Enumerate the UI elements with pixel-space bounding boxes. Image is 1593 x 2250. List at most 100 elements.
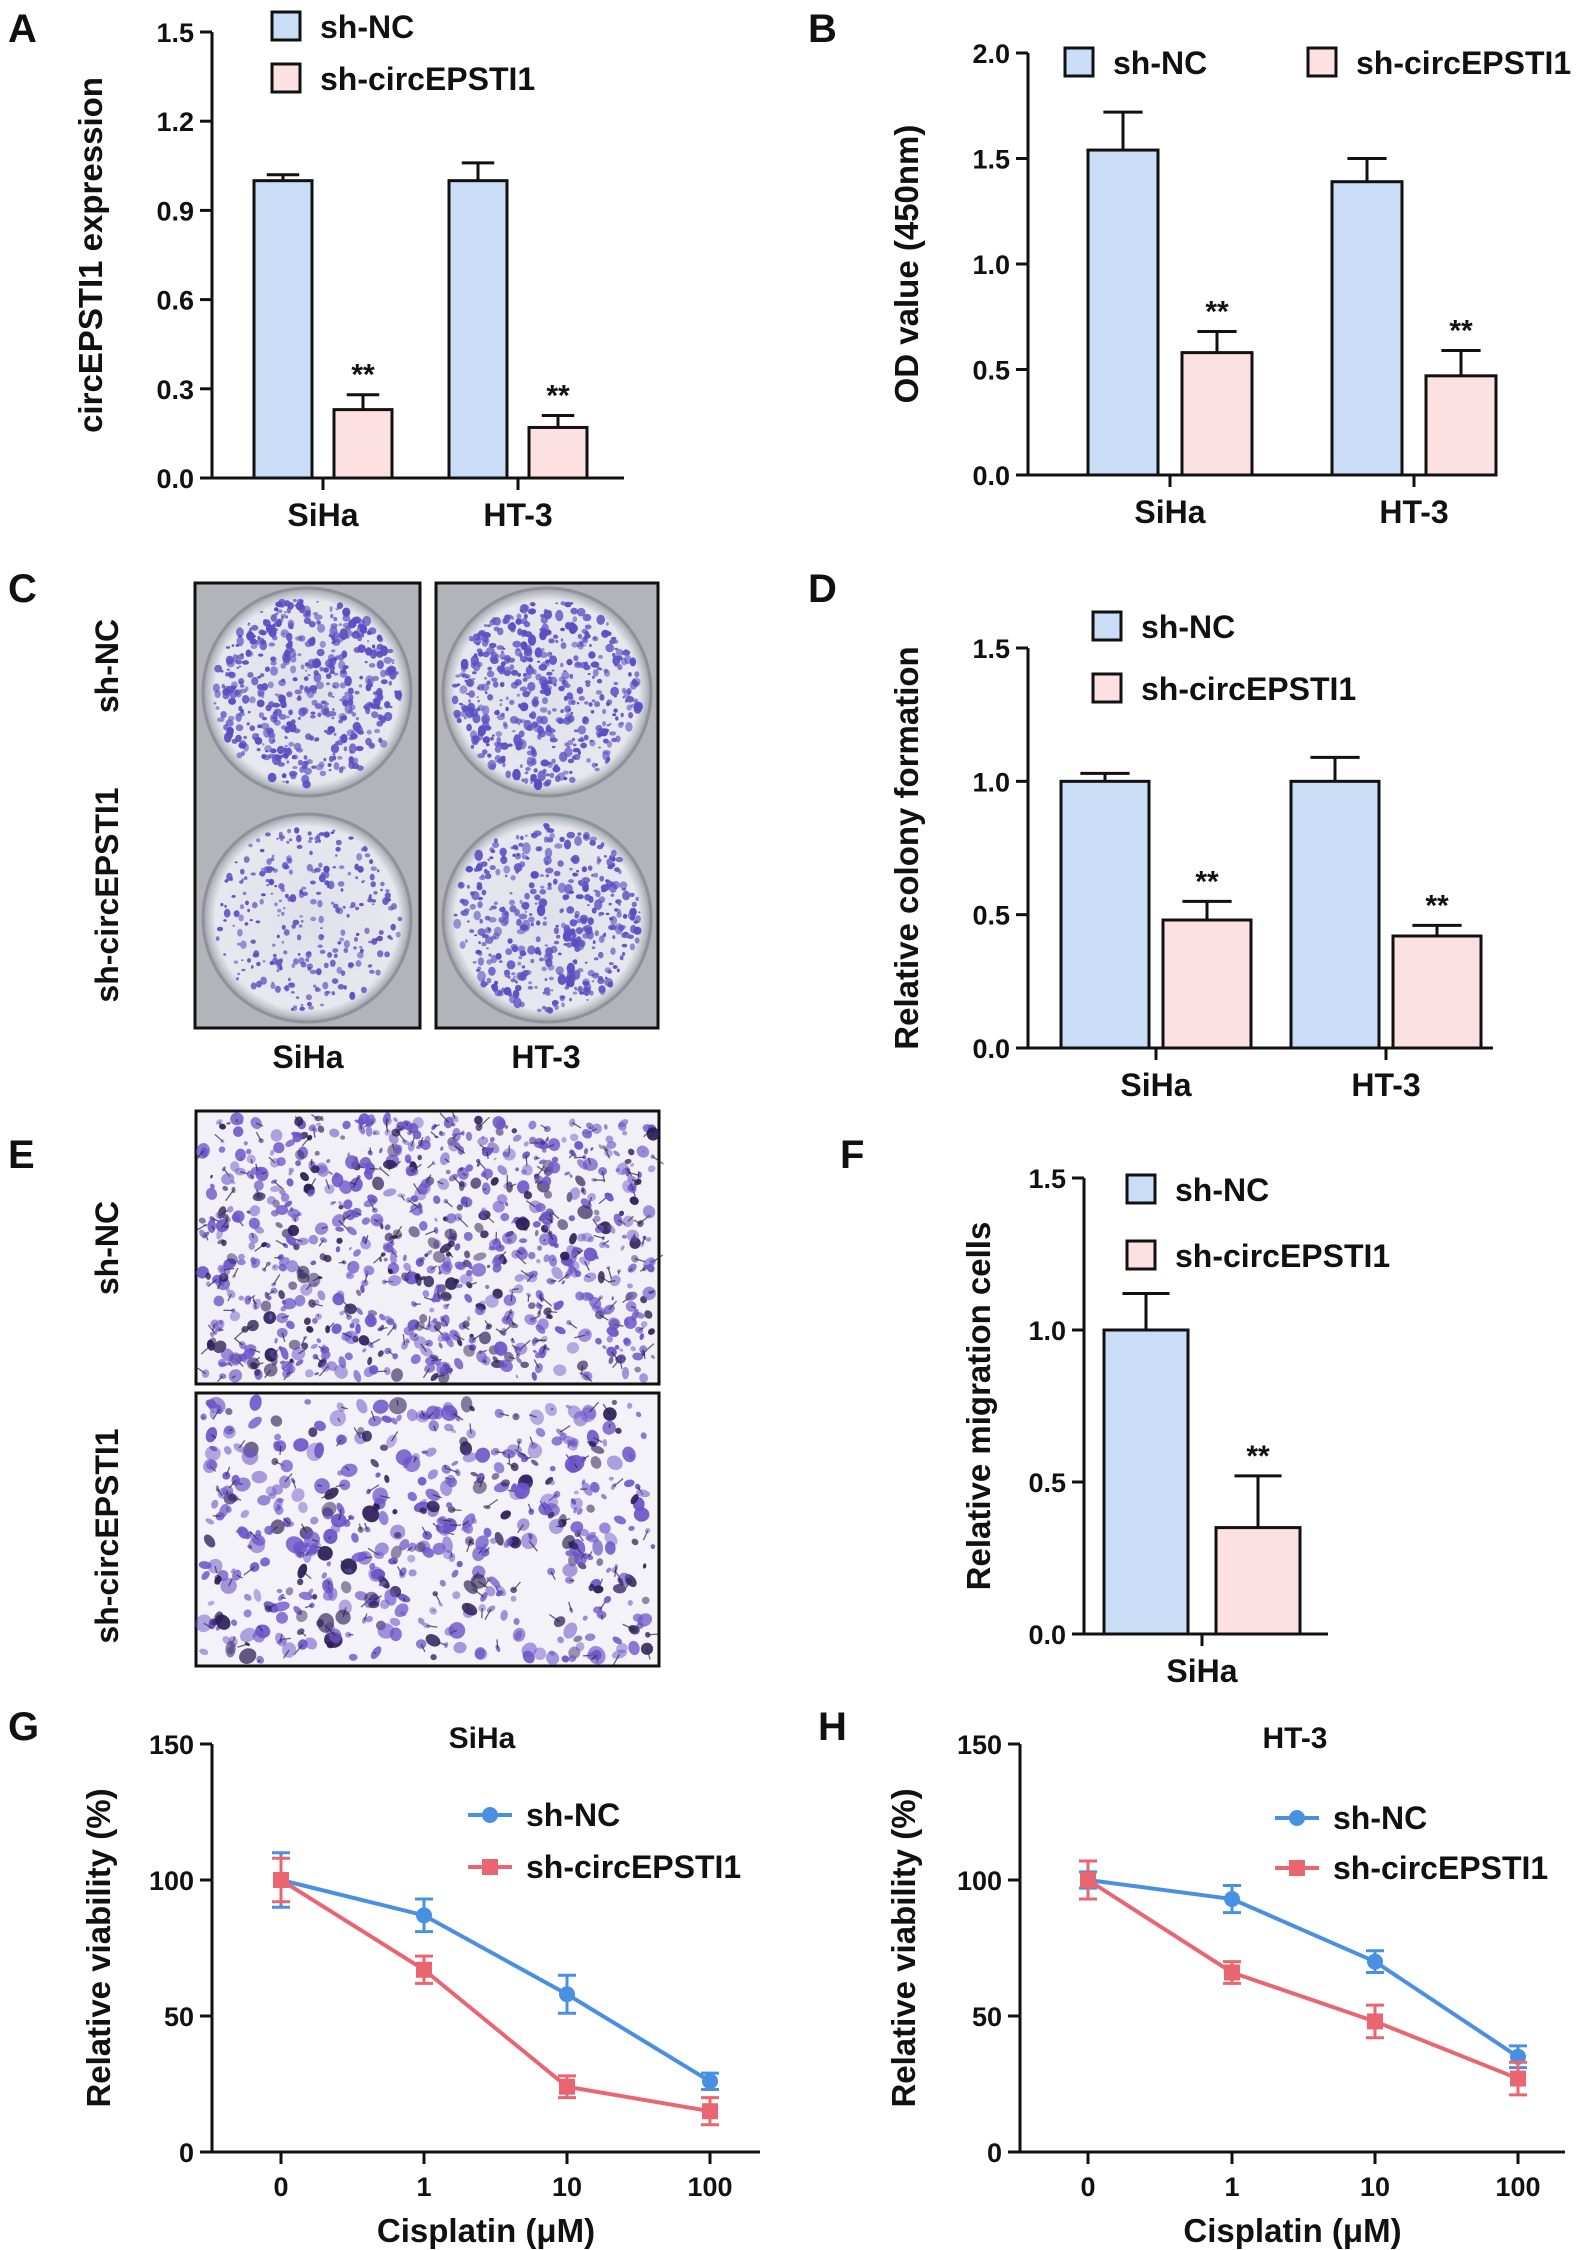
cell-process — [545, 1311, 551, 1318]
colony-dot — [314, 614, 323, 620]
colony-dot — [298, 957, 305, 965]
colony-dot — [577, 832, 582, 836]
cell — [283, 1639, 288, 1645]
colony-dot — [546, 671, 553, 676]
legend-label: sh-circEPSTI1 — [526, 1849, 741, 1885]
bar — [1086, 148, 1160, 477]
cell-process — [509, 1183, 517, 1188]
cell-process — [238, 1440, 246, 1449]
colony-dot — [609, 639, 615, 645]
cell — [549, 1465, 556, 1472]
cell-process — [593, 1234, 604, 1239]
cell-process — [338, 1261, 345, 1264]
colony-dot — [317, 623, 326, 633]
cell — [627, 1600, 633, 1606]
colony-dot — [518, 730, 525, 738]
colony-dot — [510, 669, 519, 676]
colony-dot — [314, 836, 320, 842]
cell-process — [638, 1326, 645, 1331]
colony-dot — [472, 677, 476, 680]
colony-dot — [506, 960, 516, 970]
cell — [575, 1175, 586, 1187]
colony-dot — [252, 901, 258, 909]
colony-dot — [633, 920, 639, 924]
colony-dot — [484, 915, 491, 921]
cell — [639, 1333, 645, 1341]
cell — [567, 1405, 582, 1419]
x-tick-label: 100 — [1495, 2172, 1540, 2202]
cell — [313, 1127, 318, 1133]
cell — [310, 1260, 317, 1266]
cell — [459, 1436, 469, 1446]
colony-dot — [380, 881, 385, 887]
panel-letter-c: C — [8, 567, 37, 611]
cell — [270, 1415, 283, 1427]
cell — [410, 1195, 419, 1203]
y-tick-label: 50 — [972, 2002, 1002, 2032]
colony-dot — [229, 877, 233, 881]
cell — [346, 1271, 352, 1278]
cell-process — [373, 1254, 384, 1264]
colony-dot — [529, 913, 533, 916]
colony-dot — [539, 707, 548, 713]
cell-process — [420, 1343, 427, 1353]
cell — [306, 1326, 314, 1333]
cell-process — [340, 1406, 348, 1410]
colony-dot — [530, 781, 533, 784]
cell — [370, 1458, 379, 1468]
colony-dot — [500, 650, 504, 654]
cell-process — [628, 1267, 633, 1272]
colony-dot — [634, 937, 640, 944]
legend-label: sh-NC — [1141, 609, 1235, 645]
cell — [391, 1417, 398, 1425]
colony-dot — [585, 682, 591, 687]
cell — [601, 1493, 607, 1500]
cell — [531, 1459, 539, 1466]
colony-dot — [240, 708, 244, 714]
colony-dot — [273, 719, 281, 726]
colony-dot — [259, 610, 264, 614]
colony-dot — [547, 882, 552, 888]
cell — [289, 1207, 294, 1213]
cell — [415, 1274, 422, 1286]
colony-dot — [488, 908, 493, 911]
cell — [593, 1215, 601, 1223]
cell — [442, 1549, 453, 1560]
cell — [492, 1263, 502, 1273]
colony-dot — [250, 644, 258, 649]
colony-dot — [512, 729, 516, 733]
colony-dot — [594, 930, 599, 937]
colony-dot — [379, 715, 387, 724]
cell — [317, 1125, 325, 1133]
colony-dot — [576, 607, 586, 617]
colony-dot — [496, 665, 505, 673]
colony-dot — [539, 957, 544, 962]
cell — [210, 1331, 214, 1338]
colony-dot — [518, 955, 523, 960]
cell — [355, 1323, 361, 1335]
colony-dot — [260, 722, 270, 730]
cell — [299, 1172, 310, 1182]
cell — [292, 1132, 303, 1143]
colony-dot — [534, 894, 541, 901]
colony-dot — [531, 697, 539, 708]
colony-dot — [223, 919, 227, 922]
colony-dot — [337, 756, 343, 760]
cell-process — [437, 1180, 444, 1185]
colony-dot — [504, 670, 511, 676]
colony-dot — [525, 767, 531, 771]
x-tick-label: 10 — [552, 2172, 582, 2202]
colony-dot — [502, 762, 506, 768]
colony-dot — [332, 708, 335, 711]
cell-process — [558, 1273, 570, 1283]
colony-dot — [569, 937, 577, 943]
cell — [505, 1125, 509, 1129]
cell-process — [434, 1593, 441, 1603]
cell-process — [642, 1530, 649, 1541]
cell-process — [451, 1111, 456, 1119]
cell — [635, 1411, 642, 1418]
cell — [590, 1147, 594, 1151]
cell — [314, 1222, 329, 1235]
cell — [533, 1647, 547, 1660]
